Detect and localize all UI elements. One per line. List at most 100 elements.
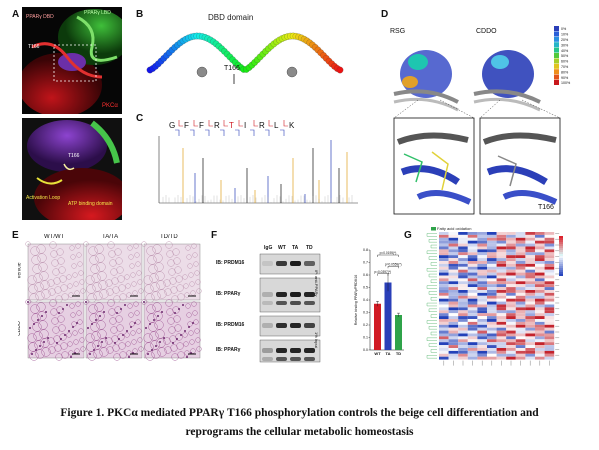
heatmap-cell: [467, 327, 478, 331]
adipocyte-cell: [77, 319, 83, 325]
sequence-residue: T: [229, 121, 234, 130]
bar-td: [395, 315, 402, 350]
heatmap-cell: [487, 252, 497, 256]
adipocyte-cell: [88, 304, 98, 314]
rsg-zoom: [396, 132, 472, 205]
heatmap-cell: [544, 266, 555, 270]
legend-swatch: [554, 42, 559, 48]
heatmap-cell: [458, 255, 468, 259]
heatmap-cell: [467, 266, 478, 270]
adipocyte-cell: [50, 250, 58, 258]
zoomed-structure-image: [22, 118, 122, 220]
adipocyte-cell: [91, 331, 101, 341]
label-cddo: CDDO: [476, 28, 497, 35]
adipocyte-cell: [86, 284, 96, 294]
blot-side-label: 1% Input: [314, 332, 319, 348]
heatmap-cell: [448, 290, 459, 293]
heatmap-cell: [448, 327, 459, 331]
adipocyte-cell: [74, 348, 80, 354]
nucleus-dot: [153, 319, 155, 321]
heatmap-cell: [535, 275, 545, 279]
heatmap-cell: [439, 258, 449, 261]
adipocyte-cell: [186, 312, 192, 318]
heatmap-cell: [477, 304, 487, 308]
heatmap-cell: [477, 258, 487, 261]
heatmap-cell: [535, 232, 545, 235]
heatmap-cell: [515, 269, 526, 273]
heatmap-cell: [496, 321, 507, 325]
heatmap-cell: [496, 336, 507, 340]
heatmap-cell: [515, 275, 526, 279]
heatmap-cell: [496, 350, 507, 354]
heatmap-cell: [515, 237, 526, 241]
heatmap-cell: [535, 281, 545, 285]
heatmap-cell: [477, 316, 487, 319]
heatmap-cell: [439, 281, 449, 285]
heatmap-cell: [544, 292, 555, 296]
heatmap-cell: [515, 313, 526, 317]
adipocyte-cell: [146, 246, 156, 256]
heatmap-cell: [477, 269, 487, 273]
heatmap-cell: [535, 246, 545, 250]
heatmap-cell: [515, 324, 526, 328]
adipocyte-cell: [112, 344, 120, 352]
blot-band: [290, 348, 301, 353]
adipocyte-cell: [27, 275, 37, 285]
legend-swatch: [554, 26, 559, 31]
heatmap-cell: [448, 333, 459, 337]
heatmap-cell: [487, 353, 497, 357]
heatmap-cell: [544, 252, 555, 256]
heatmap-cell: [448, 243, 459, 247]
heatmap-cell: [525, 287, 535, 290]
heatmap-cell: [467, 246, 478, 250]
heatmap-cell: [506, 252, 516, 256]
heatmap-cell: [439, 290, 449, 293]
adipocyte-cell: [136, 328, 142, 334]
panel-letter-b: B: [136, 9, 144, 20]
color-scale-bar: [559, 258, 563, 260]
blot-band: [276, 261, 287, 266]
y-axis-label: Relative binding PPARγ/PRDM16: [354, 275, 358, 326]
heatmap-cell: [477, 281, 487, 285]
heatmap-cell: [439, 275, 449, 279]
heatmap-cell: [544, 287, 555, 290]
heatmap-cell: [477, 319, 487, 322]
adipocyte-cell: [59, 275, 67, 283]
heatmap-cell: [448, 234, 459, 238]
heatmap-cell: [467, 316, 478, 319]
blot-label: IB: PRDM16: [216, 322, 245, 328]
blot-band: [276, 301, 287, 305]
heatmap-cell: [467, 281, 478, 285]
adipocyte-cell: [106, 346, 114, 354]
heatmap-cell: [487, 234, 497, 238]
dendrogram-branch: [426, 285, 437, 289]
heatmap-cell: [467, 290, 478, 293]
adipocyte-cell: [116, 266, 124, 274]
heatmap-cell: [535, 333, 545, 337]
color-scale-bar: [559, 268, 563, 270]
nucleus-dot: [122, 334, 124, 336]
adipocyte-cell: [33, 273, 43, 283]
adipocyte-cell: [156, 338, 166, 348]
heatmap-cell: [439, 246, 449, 250]
heatmap-cell: [535, 327, 545, 331]
heatmap-cell: [496, 316, 507, 319]
adipocyte-cell: [83, 299, 89, 305]
heatmap-cell: [477, 350, 487, 354]
heatmap-cell: [515, 240, 526, 244]
nucleus-dot: [76, 322, 78, 324]
heatmap-cell: [525, 321, 535, 325]
legend-swatch: [554, 53, 559, 58]
adipocyte-cell: [172, 248, 180, 256]
panel-letter-a: A: [12, 9, 20, 20]
heatmap-cell: [535, 348, 545, 351]
heatmap-cell: [458, 327, 468, 331]
heatmap-cell: [458, 237, 468, 241]
heatmap-cell: [515, 298, 526, 302]
panel-e-histology: WT/WT TA/TA TD/TD Vehicle CDDO: [18, 234, 202, 366]
heatmap-cell: [506, 324, 516, 328]
heatmap-cell: [439, 327, 449, 331]
blot-band: [276, 357, 287, 361]
adipocyte-cell: [88, 246, 98, 256]
heatmap-cell: [525, 339, 535, 343]
